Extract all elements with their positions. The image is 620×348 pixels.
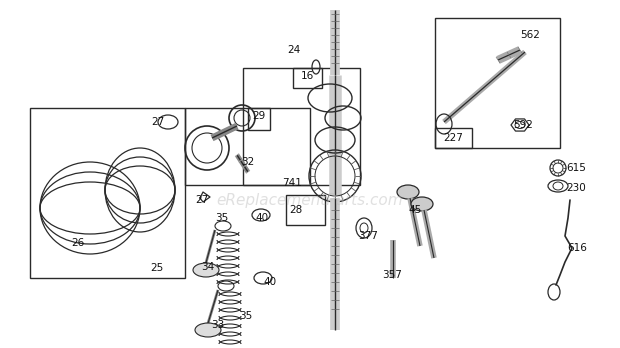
Text: 616: 616 [567,243,587,253]
Text: 28: 28 [290,205,303,215]
Text: 227: 227 [443,133,463,143]
Text: 32: 32 [241,157,255,167]
Text: 40: 40 [255,213,268,223]
Text: 357: 357 [382,270,402,280]
Ellipse shape [397,185,419,199]
Bar [435,128,472,148]
Text: 35: 35 [239,311,252,321]
Text: 592: 592 [513,120,533,130]
Bar [30,108,185,278]
Bar [248,108,270,130]
Text: 230: 230 [566,183,586,193]
Bar [185,108,310,185]
Bar [243,68,360,185]
Bar [293,68,322,88]
Text: 33: 33 [211,320,224,330]
Text: 27: 27 [195,195,208,205]
Text: 16: 16 [300,71,314,81]
Text: 45: 45 [409,205,422,215]
Text: 25: 25 [151,263,164,273]
Text: 26: 26 [71,238,84,248]
Text: 27: 27 [151,117,165,127]
Text: 40: 40 [264,277,277,287]
Ellipse shape [195,323,221,337]
Ellipse shape [411,197,433,211]
Text: 34: 34 [202,262,215,272]
Text: 377: 377 [358,231,378,241]
Bar [286,195,325,225]
Text: 35: 35 [215,213,229,223]
Text: eReplacementParts.com: eReplacementParts.com [216,192,404,207]
Text: 615: 615 [566,163,586,173]
Text: 741: 741 [282,178,302,188]
Text: 562: 562 [520,30,540,40]
Text: 24: 24 [288,45,301,55]
Ellipse shape [193,263,219,277]
Text: 29: 29 [252,111,265,121]
Bar [435,18,560,148]
